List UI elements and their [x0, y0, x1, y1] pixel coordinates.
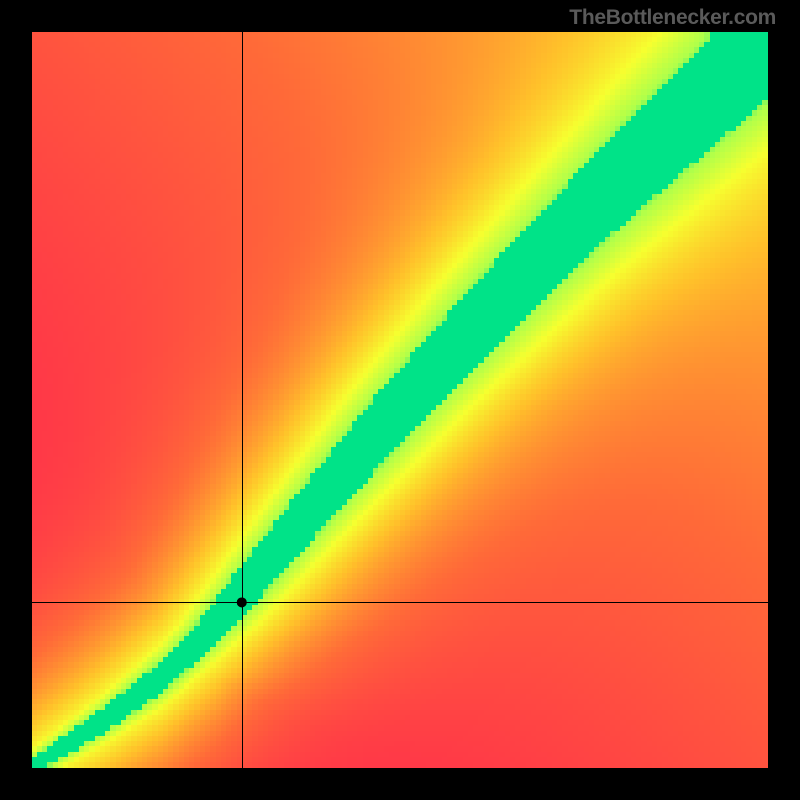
heatmap-container — [32, 32, 768, 768]
watermark: TheBottlenecker.com — [569, 6, 776, 30]
bottleneck-heatmap — [32, 32, 768, 768]
